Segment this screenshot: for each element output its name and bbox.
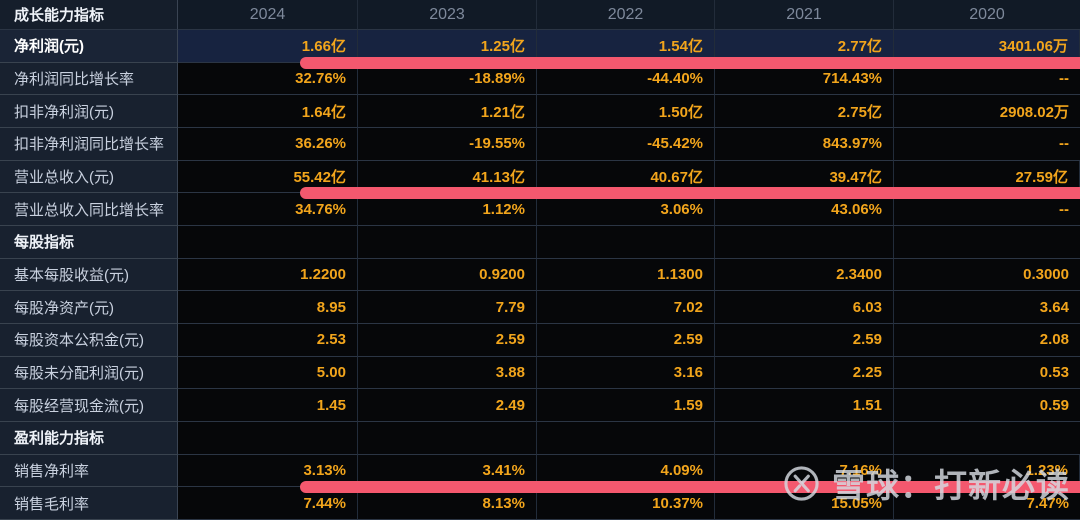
value-cell-2022 <box>537 421 715 455</box>
table-row[interactable]: 每股资本公积金(元) 2.53 2.59 2.59 2.59 2.08 <box>0 323 1080 357</box>
table-row[interactable]: 扣非净利润(元) 1.64亿 1.21亿 1.50亿 2.75亿 2908.02万 <box>0 95 1080 128</box>
value-cell-2023: 2.59 <box>358 323 537 357</box>
value-cell-2024: 1.45 <box>178 389 358 422</box>
value-cell-2024 <box>178 225 358 259</box>
value-cell-2024: 32.76% <box>178 62 358 96</box>
value-cell-2022: 1.50亿 <box>537 95 715 128</box>
value-cell-2024: 2.53 <box>178 323 358 357</box>
value-cell-2023: 2.49 <box>358 389 537 422</box>
value-cell-2020 <box>894 421 1080 455</box>
value-cell-2020: 2908.02万 <box>894 95 1080 128</box>
value-cell-2023: 3.88 <box>358 356 537 390</box>
value-cell-2022: 2.59 <box>537 323 715 357</box>
value-cell-2021: 6.03 <box>715 291 894 324</box>
row-label: 每股资本公积金(元) <box>0 323 178 357</box>
row-label: 每股经营现金流(元) <box>0 389 178 422</box>
table-row[interactable]: 销售净利率 3.13% 3.41% 4.09% 7.16% 1.23% <box>0 454 1080 494</box>
column-header-2020: 2020 <box>894 0 1080 30</box>
row-label: 每股未分配利润(元) <box>0 356 178 390</box>
value-cell-2023 <box>358 225 537 259</box>
column-header-2021: 2021 <box>715 0 894 30</box>
value-cell-2021: 2.75亿 <box>715 95 894 128</box>
value-cell-2022: 3.16 <box>537 356 715 390</box>
row-label: 每股净资产(元) <box>0 291 178 324</box>
column-header-2022: 2022 <box>537 0 715 30</box>
row-label: 销售毛利率 <box>0 487 178 520</box>
value-cell-2024: 1.64亿 <box>178 95 358 128</box>
table-row[interactable]: 营业总收入(元) 55.42亿 41.13亿 40.67亿 39.47亿 27.59亿 <box>0 160 1080 200</box>
table-row[interactable]: 每股未分配利润(元) 5.00 3.88 3.16 2.25 0.53 <box>0 356 1080 390</box>
section-header-row[interactable]: 盈利能力指标 <box>0 421 1080 455</box>
row-label: 扣非净利润(元) <box>0 95 178 128</box>
table-row[interactable]: 扣非净利润同比增长率 36.26% -19.55% -45.42% 843.97% -- <box>0 127 1080 161</box>
section-header-row[interactable]: 每股指标 <box>0 225 1080 259</box>
value-cell-2024: 5.00 <box>178 356 358 390</box>
value-cell-2021: 2.3400 <box>715 258 894 292</box>
value-cell-2022: 1.59 <box>537 389 715 422</box>
value-cell-2021: 1.51 <box>715 389 894 422</box>
value-cell-2024: 1.2200 <box>178 258 358 292</box>
value-cell-2020: 0.3000 <box>894 258 1080 292</box>
value-cell-2023: 1.21亿 <box>358 95 537 128</box>
value-cell-2024 <box>178 421 358 455</box>
row-label: 扣非净利润同比增长率 <box>0 127 178 161</box>
row-label: 净利润同比增长率 <box>0 62 178 96</box>
value-cell-2022: 3.06% <box>537 193 715 226</box>
row-label: 净利润(元) <box>0 30 178 63</box>
value-cell-2021: 2.59 <box>715 323 894 357</box>
highlight-marker <box>300 481 1080 494</box>
value-cell-2023: -19.55% <box>358 127 537 161</box>
table-body: 净利润(元) 1.66亿 1.25亿 1.54亿 2.77亿 3401.06万 净利润同比增… <box>0 30 1080 520</box>
value-cell-2020: 2.08 <box>894 323 1080 357</box>
row-label: 营业总收入同比增长率 <box>0 193 178 226</box>
value-cell-2020: 0.59 <box>894 389 1080 422</box>
value-cell-2020: 0.53 <box>894 356 1080 390</box>
value-cell-2020: -- <box>894 127 1080 161</box>
row-label: 每股指标 <box>0 225 178 259</box>
value-cell-2023: 7.79 <box>358 291 537 324</box>
row-label: 销售净利率 <box>0 454 178 488</box>
table-row[interactable]: 每股经营现金流(元) 1.45 2.49 1.59 1.51 0.59 <box>0 389 1080 422</box>
column-header-2023: 2023 <box>358 0 537 30</box>
table-row[interactable]: 基本每股收益(元) 1.2200 0.9200 1.1300 2.3400 0.3000 <box>0 258 1080 292</box>
value-cell-2023: 0.9200 <box>358 258 537 292</box>
table-row[interactable]: 净利润(元) 1.66亿 1.25亿 1.54亿 2.77亿 3401.06万 <box>0 30 1080 69</box>
value-cell-2022: 1.1300 <box>537 258 715 292</box>
value-cell-2021: 843.97% <box>715 127 894 161</box>
highlight-marker <box>300 56 1080 69</box>
row-label: 盈利能力指标 <box>0 421 178 455</box>
value-cell-2022: 7.02 <box>537 291 715 324</box>
value-cell-2021 <box>715 421 894 455</box>
row-label: 基本每股收益(元) <box>0 258 178 292</box>
table-header: 成长能力指标 2024 2023 2022 2021 2020 <box>0 0 1080 30</box>
value-cell-2022 <box>537 225 715 259</box>
value-cell-2020: 3.64 <box>894 291 1080 324</box>
value-cell-2021 <box>715 225 894 259</box>
value-cell-2024: 36.26% <box>178 127 358 161</box>
value-cell-2022: -45.42% <box>537 127 715 161</box>
column-header-2024: 2024 <box>178 0 358 30</box>
table-row[interactable]: 每股净资产(元) 8.95 7.79 7.02 6.03 3.64 <box>0 291 1080 324</box>
value-cell-2024: 1.66亿 <box>178 30 358 63</box>
value-cell-2023 <box>358 421 537 455</box>
value-cell-2020 <box>894 225 1080 259</box>
table-title: 成长能力指标 <box>0 0 178 30</box>
value-cell-2024: 8.95 <box>178 291 358 324</box>
value-cell-2021: 2.25 <box>715 356 894 390</box>
highlight-marker <box>300 187 1080 200</box>
row-label: 营业总收入(元) <box>0 160 178 194</box>
